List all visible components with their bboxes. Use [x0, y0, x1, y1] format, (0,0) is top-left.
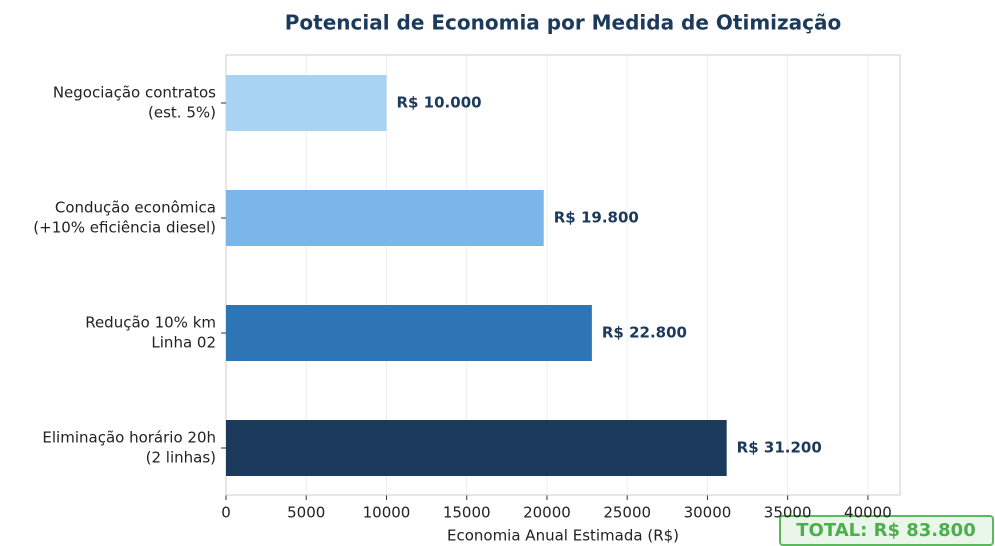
bar [226, 190, 544, 246]
bar [226, 420, 727, 476]
x-axis-label: Economia Anual Estimada (R$) [447, 527, 679, 545]
y-tick-label: Eliminação horário 20h [42, 429, 216, 447]
y-tick-label: Condução econômica [55, 199, 216, 217]
x-tick-label: 10000 [363, 504, 411, 522]
x-tick-label: 5000 [287, 504, 325, 522]
y-tick-label: Linha 02 [151, 334, 216, 352]
x-tick-label: 40000 [844, 504, 892, 522]
value-label: R$ 10.000 [396, 94, 481, 112]
x-tick-label: 15000 [443, 504, 491, 522]
chart-title: Potencial de Economia por Medida de Otim… [285, 11, 842, 35]
value-label: R$ 19.800 [554, 209, 639, 227]
plot-frame [225, 54, 901, 496]
value-label: R$ 22.800 [602, 324, 687, 342]
y-tick-label: (2 linhas) [146, 449, 216, 467]
y-tick-label: (+10% eficiência diesel) [33, 219, 216, 237]
total-annotation: TOTAL: R$ 83.800 [796, 520, 975, 541]
y-tick-label: Redução 10% km [85, 314, 216, 332]
value-label: R$ 31.200 [737, 439, 822, 457]
total-box [779, 515, 994, 546]
bar [226, 75, 387, 131]
x-tick-label: 35000 [764, 504, 812, 522]
bar [226, 305, 592, 361]
x-tick-label: 25000 [603, 504, 651, 522]
x-tick-label: 0 [221, 504, 231, 522]
y-tick-label: Negociação contratos [53, 84, 216, 102]
x-tick-label: 30000 [684, 504, 732, 522]
y-tick-label: (est. 5%) [148, 104, 216, 122]
x-tick-label: 20000 [523, 504, 571, 522]
